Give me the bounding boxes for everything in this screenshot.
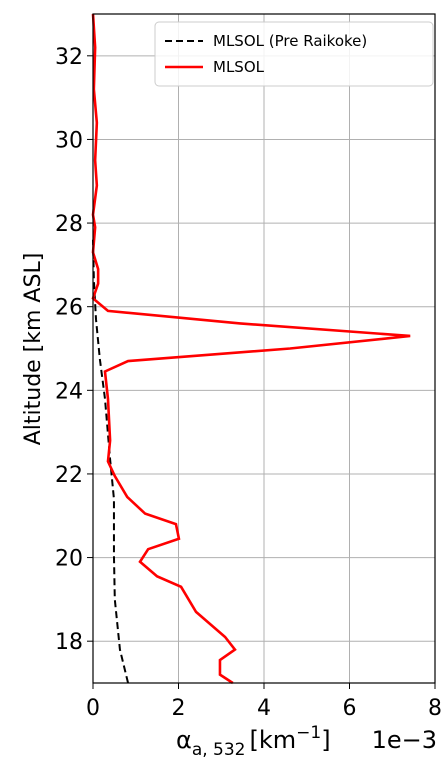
y-tick-label: 20: [55, 547, 83, 572]
x-label-close: ]: [321, 726, 330, 754]
data-line: [91, 13, 411, 685]
x-label-symbol: α: [176, 726, 192, 754]
y-tick-label: 28: [55, 212, 83, 237]
plot-frame: [92, 13, 436, 684]
x-tick-label: 0: [86, 696, 100, 721]
x-label-exponent: −1: [296, 723, 321, 743]
y-tick-label: 24: [55, 379, 83, 404]
x-tick-label: 8: [428, 696, 442, 721]
data-line: [92, 239, 130, 684]
x-offset-label: 1e−3: [372, 726, 437, 754]
x-tick-label: 2: [172, 696, 186, 721]
y-tick-label: 32: [55, 45, 83, 70]
y-tick-label: 26: [55, 296, 83, 321]
x-tick-label: 4: [257, 696, 271, 721]
legend-label: MLSOL (Pre Raikoke): [213, 32, 367, 50]
y-tick-label: 18: [55, 630, 83, 655]
y-tick-label: 30: [55, 128, 83, 153]
legend-label: MLSOL: [213, 58, 265, 76]
legend-box: [154, 21, 434, 87]
y-tick-label: 22: [55, 463, 83, 488]
x-tick-label: 6: [343, 696, 357, 721]
x-axis-label: αa, 532 [km−1]: [176, 723, 331, 758]
x-label-unit: [km: [250, 726, 297, 754]
x-label-subscript: a, 532: [192, 740, 246, 758]
y-axis-label: Altitude [km ASL]: [21, 253, 46, 446]
